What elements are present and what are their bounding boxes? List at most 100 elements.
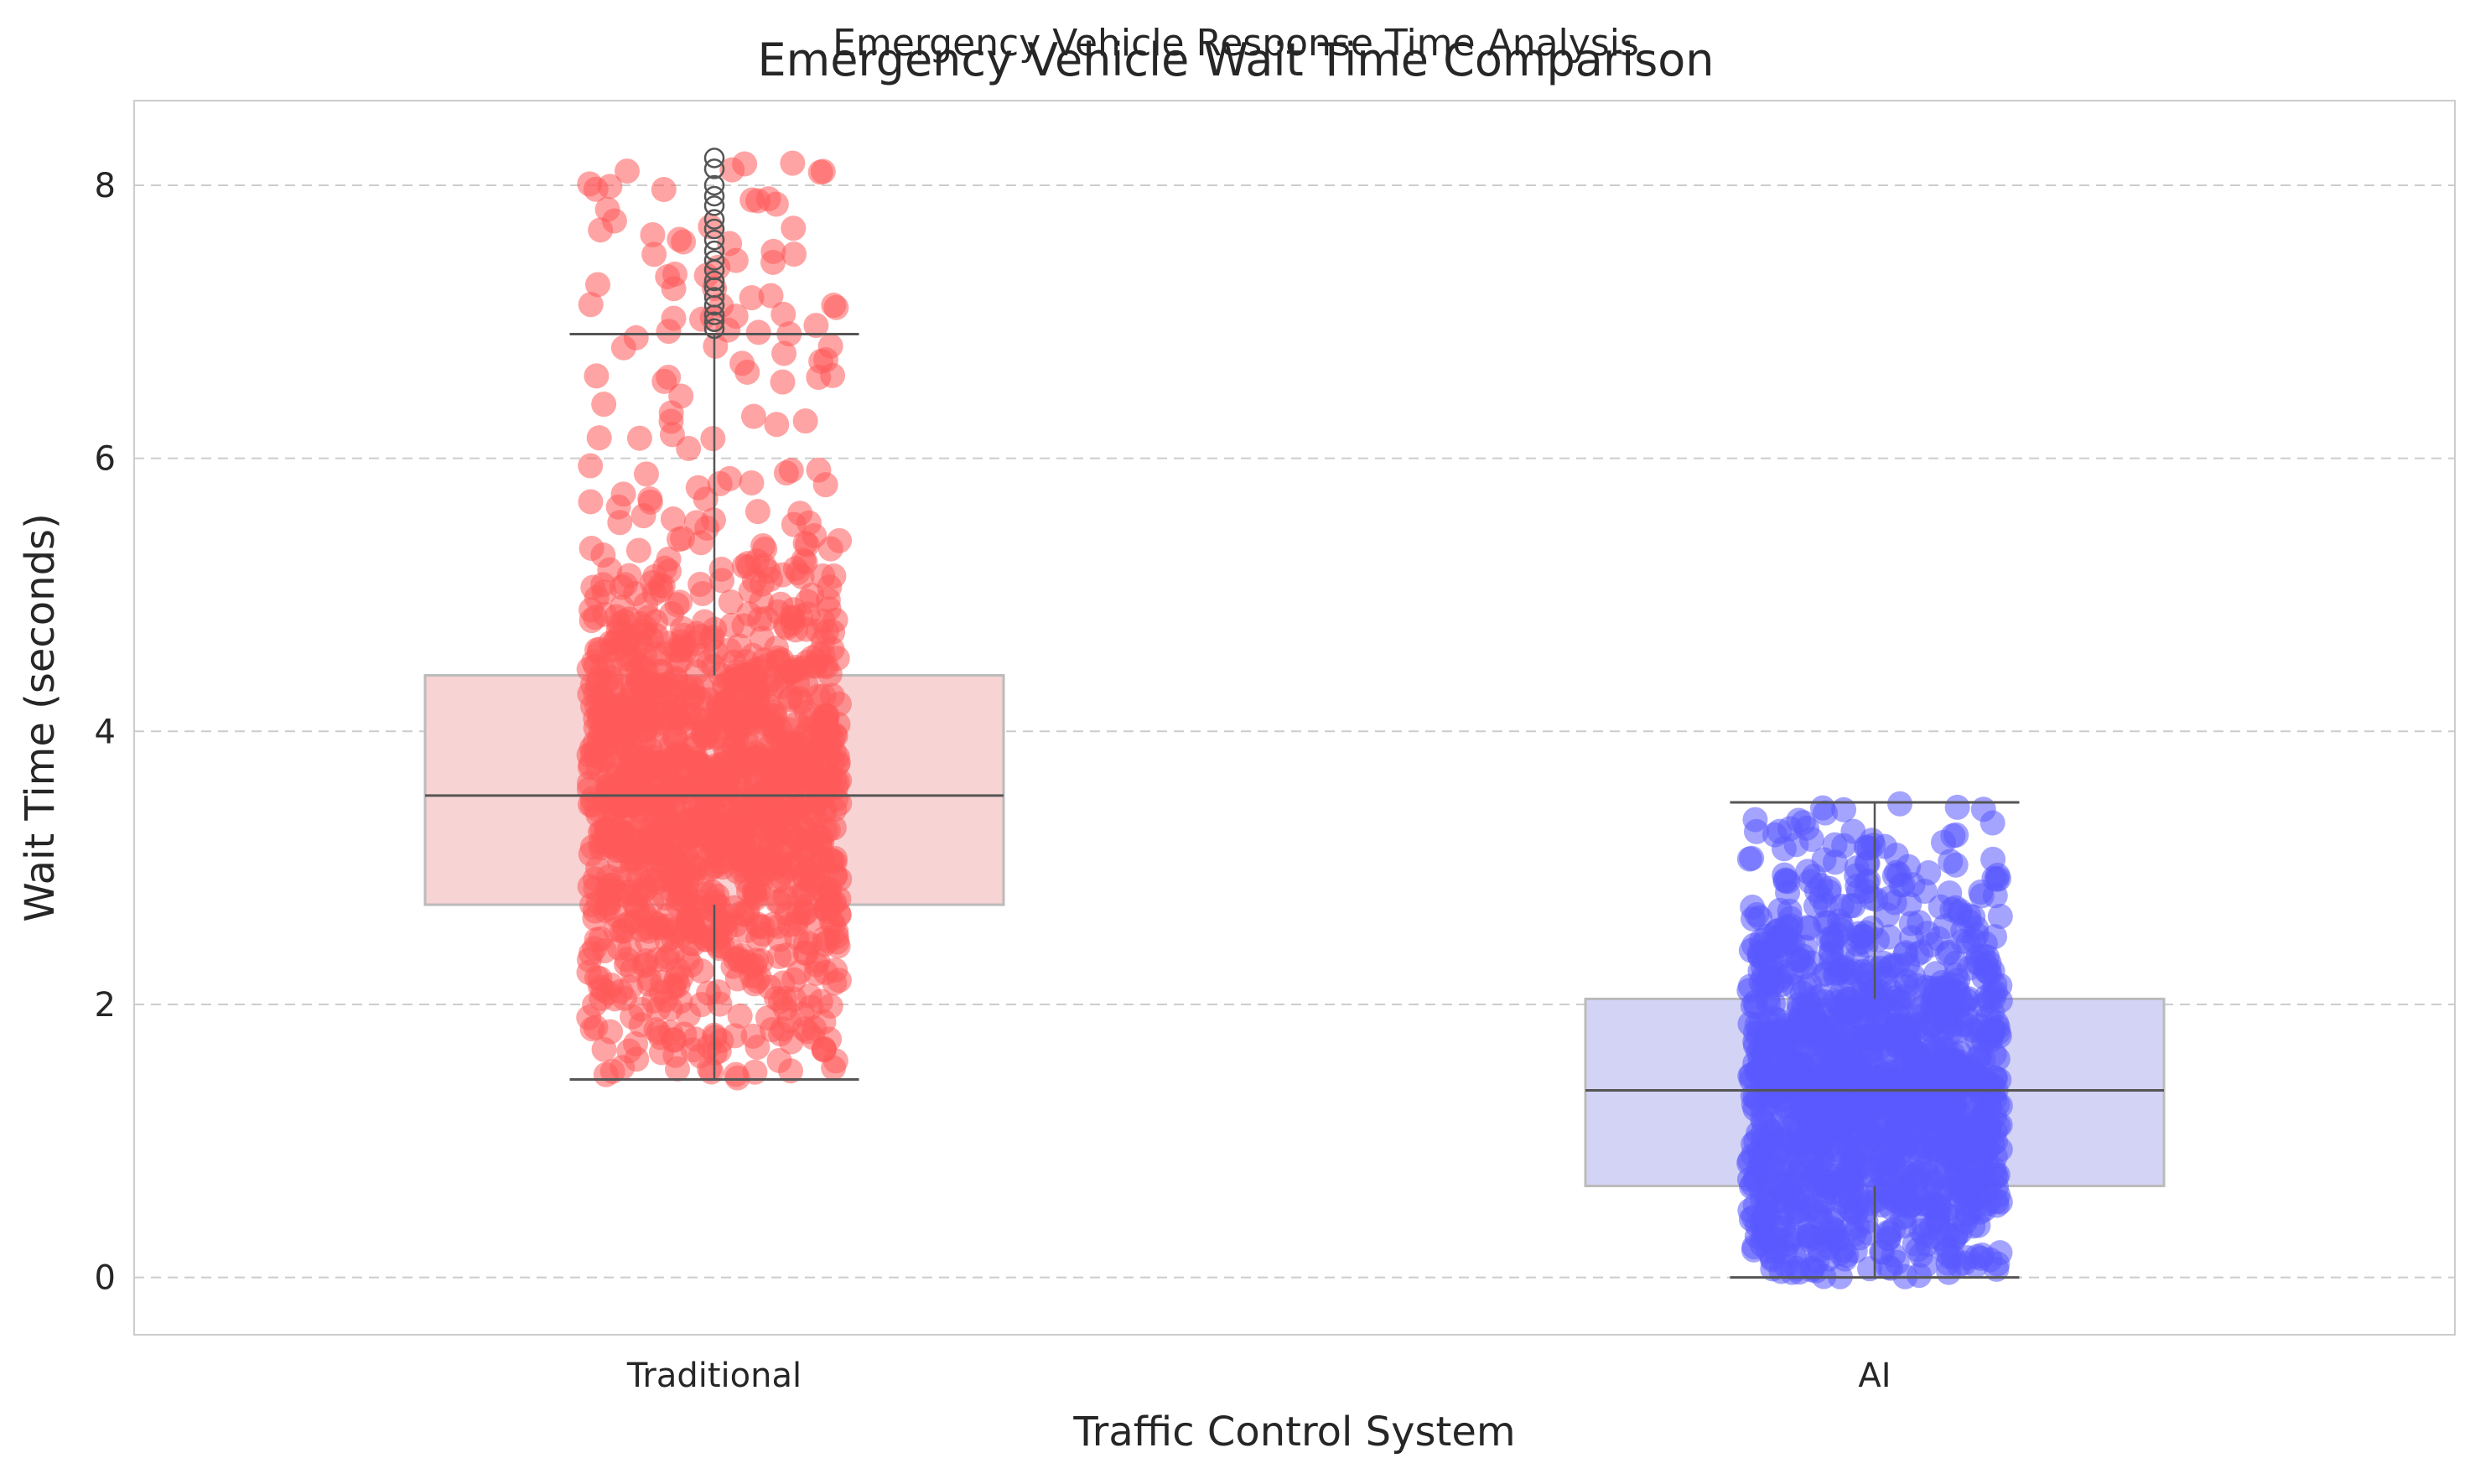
strip-point [1858,999,1884,1025]
strip-point [609,594,635,620]
strip-point [598,972,624,998]
y-tick-labels: 0 2 4 6 8 [95,167,116,1298]
strip-point [590,656,616,682]
strip-point [1955,1126,1981,1152]
strip-point [1880,1149,1906,1175]
strip-point [1777,1079,1803,1105]
strip-point [1881,863,1907,889]
strip-point [781,986,807,1012]
strip-point [786,735,812,761]
strip-point [1883,842,1909,868]
strip-point [1984,1256,2010,1282]
strip-point [667,527,693,553]
strip-point [716,701,742,727]
strip-point [1982,1065,2008,1091]
strip-point [708,556,734,582]
strip-point [605,636,631,662]
strip-point [1747,1145,1773,1171]
strip-point [1982,924,2008,950]
strip-point [703,333,729,359]
strip-point [683,510,709,536]
strip-point [1944,794,1970,820]
strip-point [1738,1174,1764,1200]
strip-point [676,435,702,461]
strip-point [688,530,714,556]
strip-point [594,774,620,800]
strip-point [741,857,767,883]
strip-point [801,869,827,895]
strip-point [726,633,752,659]
strip-point [689,817,715,843]
strip-point [596,890,622,916]
strip-point [1966,1013,1992,1039]
strip-point [578,489,604,515]
strip-point [764,412,790,438]
strip-point [656,866,682,892]
strip-point [739,285,765,311]
strip-point [624,651,650,677]
strip-point [794,589,820,615]
strip-point [1773,914,1799,940]
strip-point [665,957,691,983]
strip-point [1956,903,1982,929]
strip-point [1769,1127,1795,1153]
strip-point [718,589,744,615]
strip-point [1892,1097,1918,1123]
strip-point [1741,1237,1767,1263]
strip-point [1811,988,1837,1014]
strip-point [1816,1246,1842,1272]
strip-point [771,340,797,366]
strip-point [1859,828,1885,854]
strip-point [740,1023,766,1049]
strip-point [690,580,716,606]
strip-point [1916,860,1942,886]
strip-point [1837,893,1863,919]
strip-point [616,692,642,718]
strip-point [1860,1156,1886,1182]
strip-point [810,158,836,184]
strip-point [1930,991,1956,1017]
strip-point [821,293,847,319]
strip-point [1845,873,1871,899]
strip-point [1744,901,1770,927]
strip-point [739,953,765,979]
strip-point [739,470,765,496]
strip-point [1742,1192,1768,1218]
strip-point [757,566,783,592]
strip-point [643,1017,669,1043]
y-tick-label: 4 [95,713,116,751]
strip-point [778,684,804,710]
strip-point [584,363,610,389]
strip-point [1742,807,1768,833]
strip-point [582,936,608,962]
strip-point [825,933,851,959]
strip-point [1793,815,1819,841]
strip-point [1954,1176,1980,1202]
strip-point [599,1058,625,1084]
strip-point [786,959,812,985]
strip-point [1946,1101,1972,1127]
strip-point [1746,940,1772,966]
strip-point [676,704,702,730]
strip-point [688,992,714,1018]
strip-point [753,803,779,829]
strip-point [648,709,674,735]
strip-point [813,347,839,373]
strip-point [578,841,604,867]
strip-point [662,726,688,752]
strip-point [1793,1241,1819,1267]
strip-point [1845,1051,1871,1077]
strip-point [601,208,627,234]
strip-point [679,675,705,701]
strip-point [610,730,636,756]
strip-point [736,601,762,627]
strip-point [1819,1216,1845,1242]
strip-point [671,632,697,658]
strip-point [1923,1192,1949,1218]
strip-point [625,537,651,563]
y-tick-label: 2 [95,986,116,1025]
strip-point [664,1056,690,1082]
strip-point [633,817,659,843]
strip-point [605,494,631,520]
strip-point [616,880,642,905]
